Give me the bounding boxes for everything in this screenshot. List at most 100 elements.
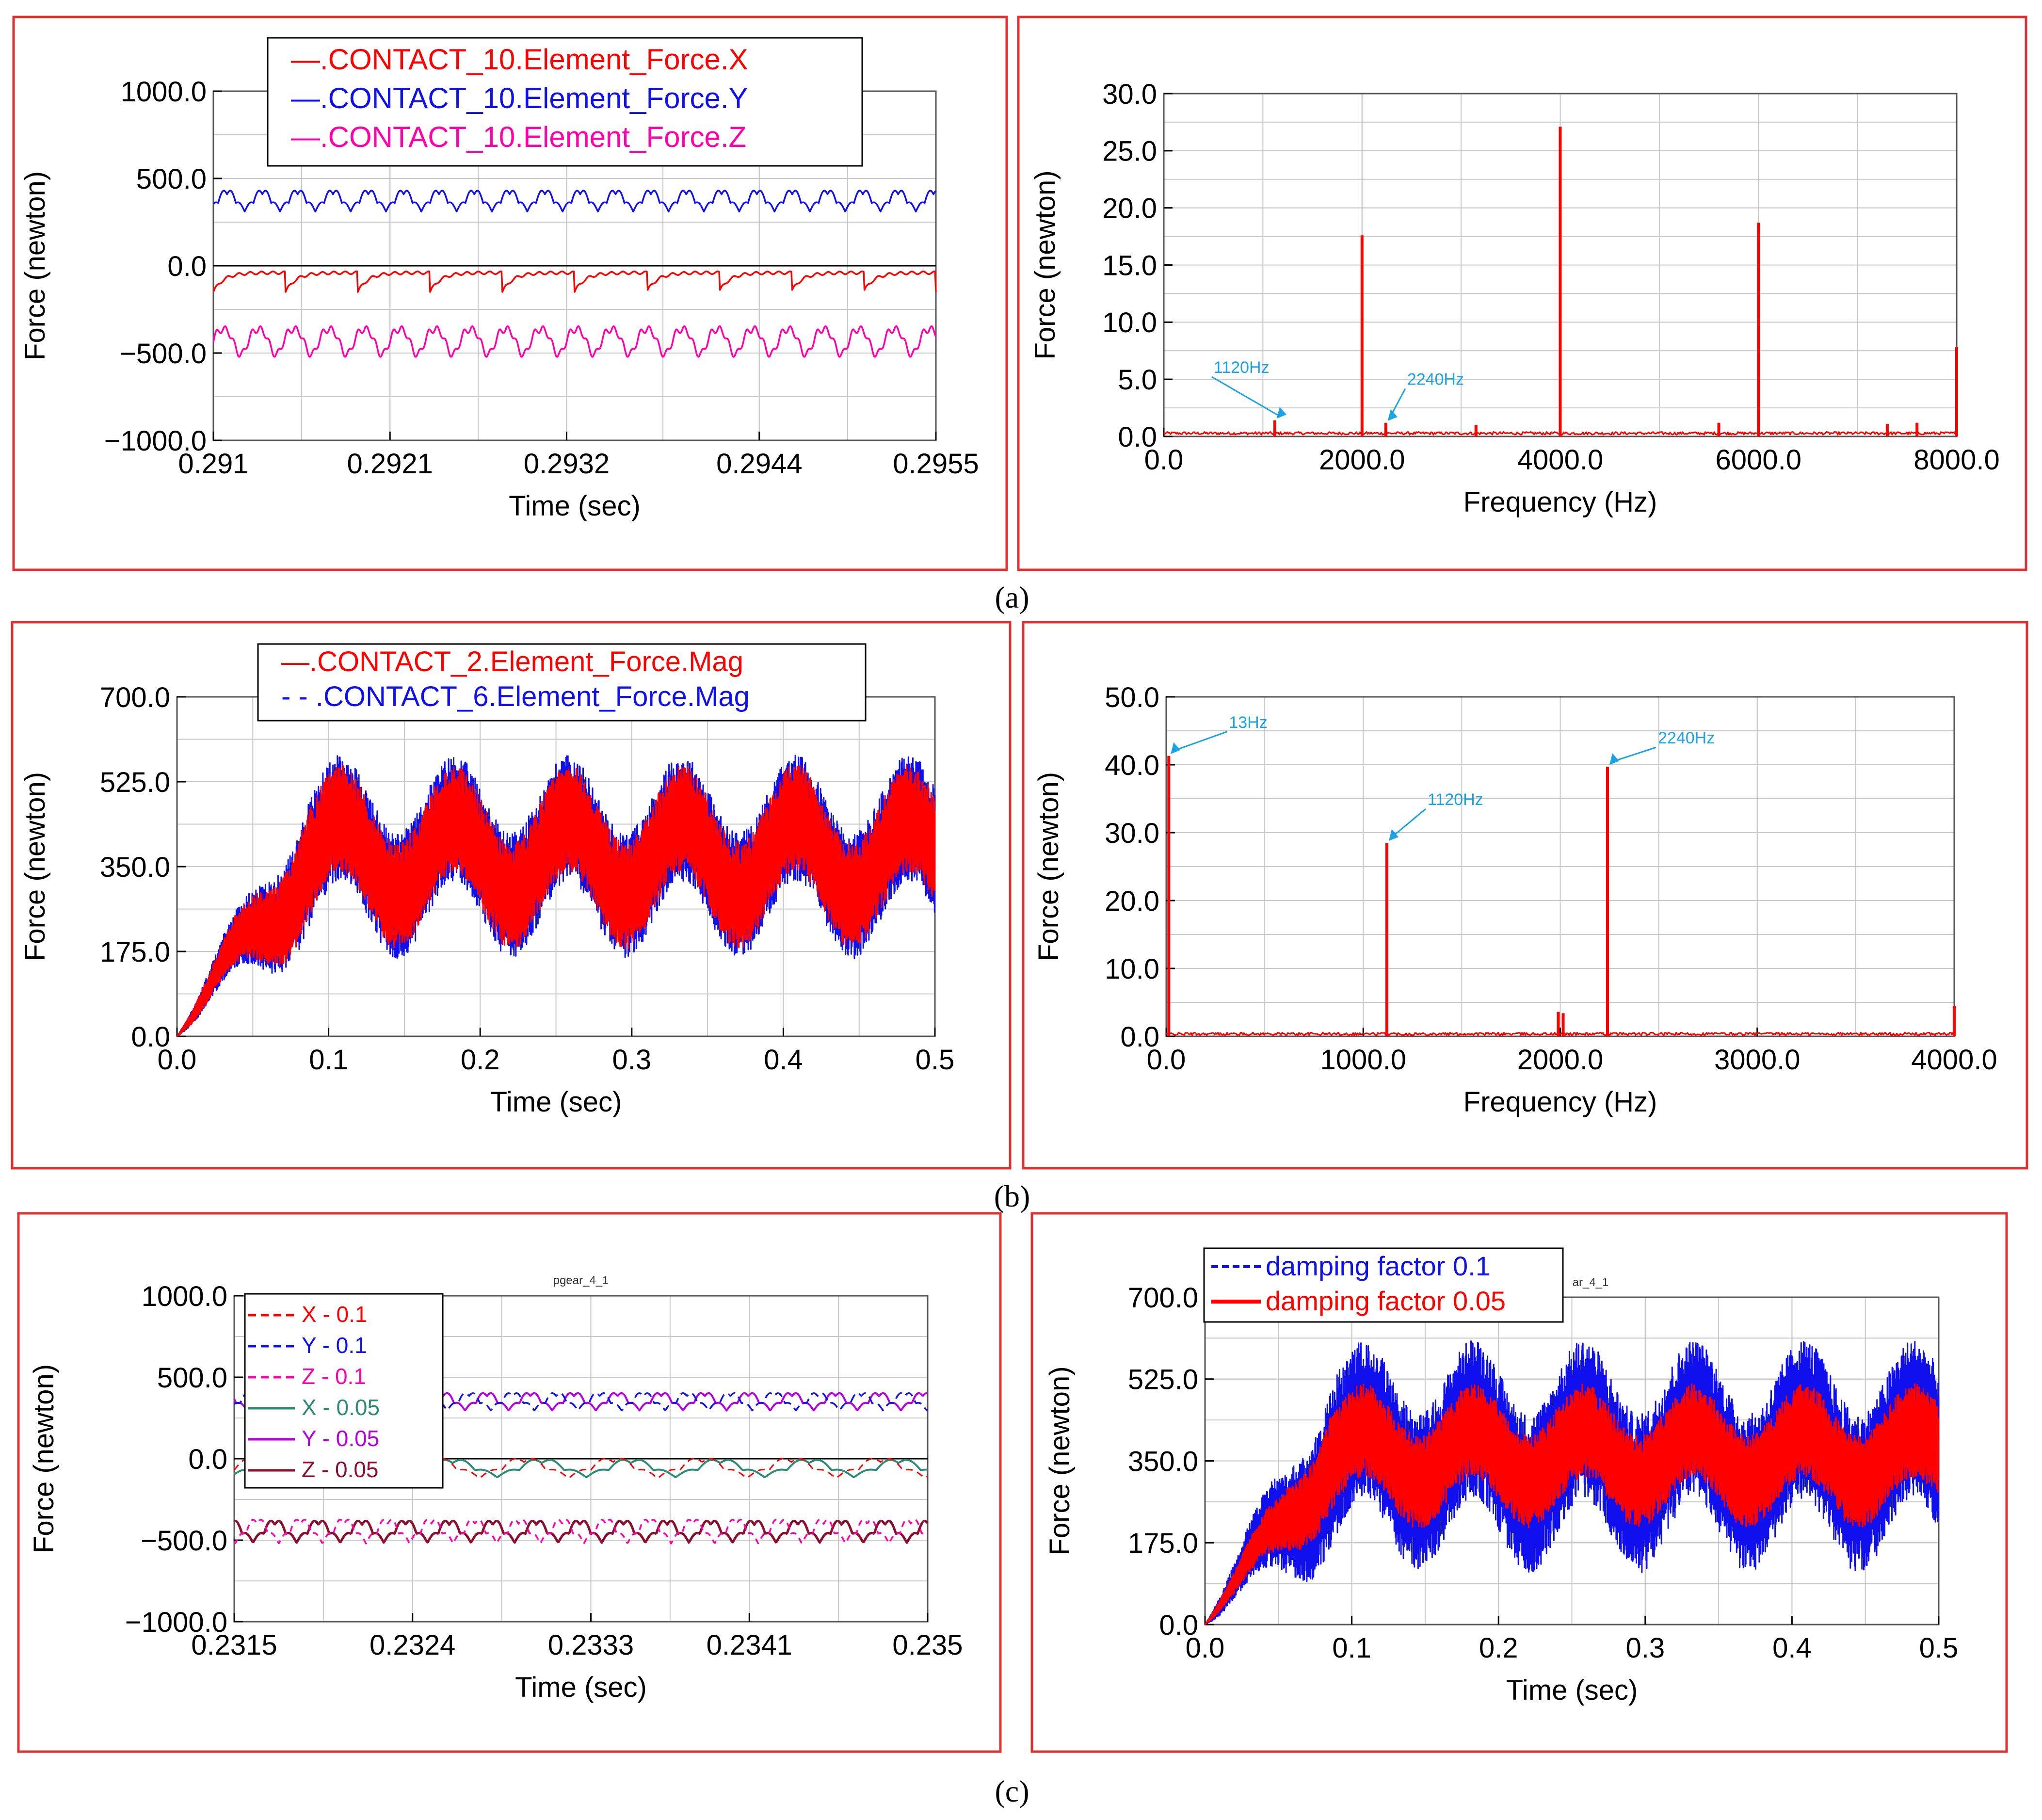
x-tick-label: 3000.0	[1714, 1044, 1800, 1076]
x-tick-label: 0.4	[764, 1044, 803, 1076]
legend-entry: damping factor 0.05	[1266, 1286, 1506, 1316]
legend-entry: Z - 0.05	[302, 1457, 379, 1482]
x-tick-label: 0.2	[1479, 1632, 1518, 1664]
x-axis-title: Time (sec)	[1506, 1675, 1638, 1706]
y-tick-label: −500.0	[141, 1525, 227, 1557]
y-tick-label: 0.0	[188, 1444, 227, 1475]
y-axis-title: Force (newton)	[19, 171, 51, 360]
series-damping-0-05	[1205, 1383, 1940, 1626]
x-tick-label: 0.291	[178, 448, 248, 480]
annotation-label: 2240Hz	[1407, 370, 1464, 389]
series-x-0-1	[233, 1458, 928, 1479]
annotation-arrowhead	[1171, 742, 1181, 754]
legend-box	[257, 643, 867, 722]
x-tick-label: 0.2333	[548, 1629, 634, 1661]
annotation-label: 13Hz	[1229, 713, 1267, 732]
chart-c-time-damping-components: 0.2315 0.2324 0.2333 0.2341 0.235 −1000.0 −500…	[28, 1274, 963, 1703]
y-tick-label: −1000.0	[125, 1607, 227, 1638]
annotation-arrow	[1211, 376, 1279, 417]
annotation-arrowhead	[1389, 829, 1399, 841]
legend-box	[267, 37, 863, 167]
x-axis-title: Frequency (Hz)	[1463, 486, 1657, 518]
spectrum-baseline	[1166, 1031, 1955, 1036]
x-tick-label: 0.0	[1147, 1044, 1186, 1076]
legend-entry: —.CONTACT_2.Element_Force.Mag	[281, 646, 743, 677]
x-tick-label: 2000.0	[1319, 444, 1405, 476]
x-tick-label: 2000.0	[1517, 1044, 1603, 1076]
x-tick-label: 0.5	[1919, 1632, 1959, 1664]
x-tick-label: 0.1	[1332, 1632, 1371, 1664]
frame-a-right	[1017, 16, 2027, 571]
frame-b-left	[11, 621, 1012, 1170]
chart-a-spectrum: 0.0 2000.0 4000.0 6000.0 8000.0 0.0 5.0 10.0 15.…	[1029, 79, 2000, 518]
legend-box	[244, 1293, 444, 1489]
x-tick-label: 0.2341	[707, 1629, 792, 1661]
y-tick-label: 175.0	[100, 936, 170, 968]
y-tick-label: 25.0	[1102, 136, 1157, 167]
annotation-arrow	[1611, 746, 1656, 763]
x-tick-label: 1000.0	[1320, 1044, 1406, 1076]
legend-box	[1203, 1247, 1564, 1323]
y-tick-label: 0.0	[1159, 1610, 1198, 1641]
x-tick-label: 0.2955	[893, 448, 979, 480]
y-tick-label: 500.0	[157, 1362, 227, 1394]
y-tick-label: 20.0	[1102, 193, 1157, 225]
annotation-arrowhead	[1609, 753, 1619, 765]
x-tick-label: 6000.0	[1716, 444, 1801, 476]
frame-b-right	[1022, 621, 2028, 1170]
series-force-y	[212, 190, 937, 212]
y-axis-title: Force (newton)	[1033, 772, 1064, 961]
x-tick-label: 4000.0	[1517, 444, 1603, 476]
chart-title: pgear_4_1	[553, 1274, 609, 1287]
x-tick-label: 0.4	[1772, 1632, 1812, 1664]
x-tick-label: 8000.0	[1913, 444, 1999, 476]
y-axis-title: Force (newton)	[28, 1364, 60, 1553]
x-tick-label: 0.2944	[716, 448, 802, 480]
frame-a-left	[12, 16, 1008, 571]
y-tick-label: 20.0	[1105, 886, 1159, 917]
panel-label-a: (a)	[995, 580, 1029, 614]
annotation-arrowhead	[1276, 407, 1286, 419]
annotation-arrow	[1172, 731, 1227, 752]
y-tick-label: 350.0	[1128, 1446, 1198, 1477]
series-damping-0-1	[1205, 1340, 1940, 1626]
x-tick-label: 0.0	[1186, 1632, 1225, 1664]
series-force-x	[212, 270, 937, 293]
annotation-label: 1120Hz	[1214, 358, 1270, 377]
y-tick-label: 1000.0	[121, 76, 207, 108]
x-tick-label: 0.3	[612, 1044, 651, 1076]
x-tick-label: 4000.0	[1911, 1044, 1997, 1076]
legend-entry: Y - 0.1	[302, 1333, 367, 1358]
x-tick-label: 0.0	[1144, 444, 1184, 476]
x-tick-label: 0.3	[1625, 1632, 1665, 1664]
x-tick-label: 0.1	[309, 1044, 348, 1076]
chart-c-time-damping-magnitude: 0.0 0.1 0.2 0.3 0.4 0.5 0.0 175.0 350.0 525.0 700.…	[1044, 1247, 1959, 1706]
x-axis-title: Time (sec)	[509, 490, 641, 522]
x-axis-title: Time (sec)	[515, 1672, 647, 1703]
y-tick-label: 10.0	[1105, 953, 1159, 985]
legend-entry: —.CONTACT_10.Element_Force.Z	[291, 121, 746, 153]
x-tick-label: 0.5	[916, 1044, 955, 1076]
legend-entry: - - .CONTACT_6.Element_Force.Mag	[281, 681, 750, 712]
annotation-label: 2240Hz	[1658, 729, 1715, 747]
panel-label-b: (b)	[994, 1179, 1030, 1213]
y-tick-label: 1000.0	[142, 1281, 227, 1312]
legend-entry: X - 0.05	[302, 1395, 380, 1420]
annotation-arrowhead	[1387, 409, 1398, 421]
y-tick-label: 0.0	[131, 1021, 170, 1053]
x-axis-title: Time (sec)	[490, 1086, 622, 1118]
y-tick-label: 500.0	[136, 163, 207, 195]
annotation-arrow	[1390, 808, 1426, 839]
y-tick-label: 525.0	[100, 767, 170, 798]
x-tick-label: 0.2324	[370, 1629, 455, 1661]
y-axis-title: Force (newton)	[1029, 170, 1061, 359]
chart-title: ar_4_1	[1573, 1276, 1609, 1289]
x-tick-label: 0.235	[892, 1629, 963, 1661]
x-axis-title: Frequency (Hz)	[1463, 1086, 1657, 1118]
y-tick-label: 175.0	[1128, 1528, 1198, 1559]
series-z-0-1	[233, 1518, 929, 1545]
x-tick-label: 0.2	[461, 1044, 500, 1076]
x-tick-label: 0.2932	[524, 448, 610, 480]
y-tick-label: 525.0	[1128, 1364, 1198, 1396]
y-tick-label: 40.0	[1105, 750, 1159, 781]
